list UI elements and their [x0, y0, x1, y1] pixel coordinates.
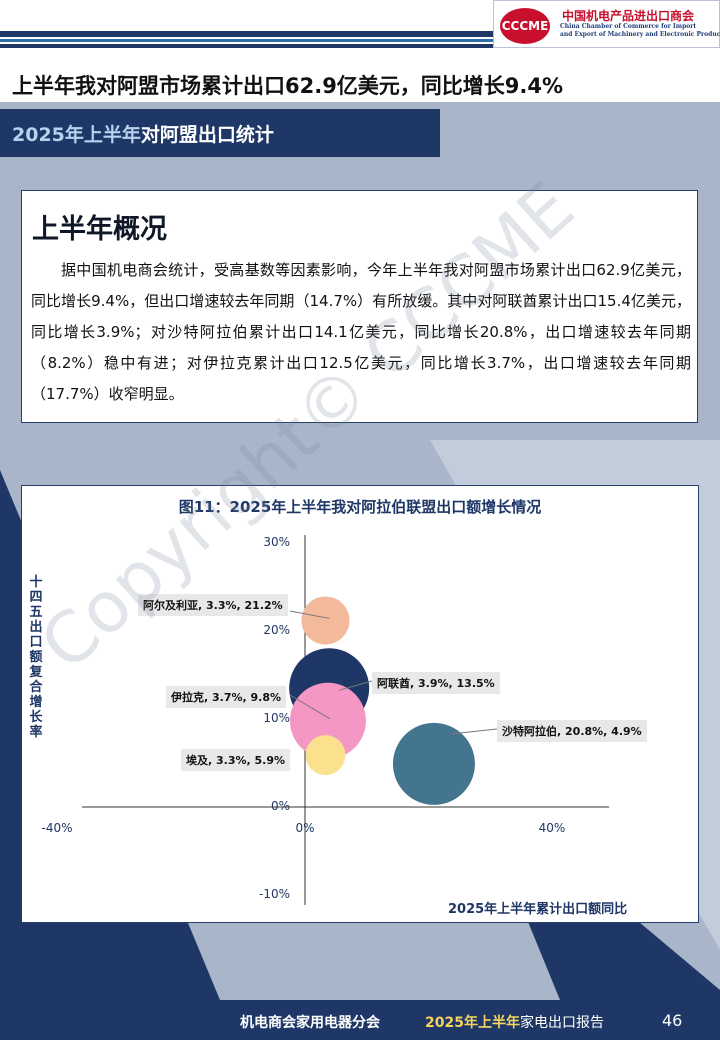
page-headline: 上半年我对阿盟市场累计出口62.9亿美元，同比增长9.4%	[12, 74, 564, 98]
header-stripe	[0, 44, 495, 48]
x-tick-label: 40%	[538, 821, 566, 835]
y-tick-label: 20%	[263, 623, 290, 637]
header-stripe	[0, 31, 495, 37]
chart-y-axis-label: 十四五出口额复合增长率	[29, 575, 43, 740]
y-tick-label: 0%	[270, 799, 290, 813]
page-footer: 机电商会家用电器分会 2025年上半年家电出口报告 46	[0, 1000, 720, 1040]
leader-line	[289, 610, 330, 619]
data-label-uae: 阿联酋, 3.9%, 13.5%	[372, 672, 500, 694]
logo-name-cn: 中国机电产品进出口商会	[562, 9, 695, 23]
y-tick-label: -10%	[258, 887, 290, 901]
data-label-algeria: 阿尔及利亚, 3.3%, 21.2%	[138, 594, 288, 616]
cccme-logo: CCCME 中国机电产品进出口商会 China Chamber of Comme…	[493, 0, 720, 48]
data-label-iraq: 伊拉克, 3.7%, 9.8%	[166, 686, 287, 708]
logo-name-en-line2: and Export of Machinery and Electronic P…	[560, 31, 720, 38]
footer-report-rest: 家电出口报告	[519, 1015, 604, 1031]
bubble-egypt	[305, 735, 346, 776]
logo-name-en-line1: China Chamber of Commerce for Import	[560, 23, 697, 30]
y-tick-label: 30%	[263, 535, 290, 549]
overview-box: 上半年概况 据中国机电商会统计，受高基数等因素影响，今年上半年我对阿盟市场累计出…	[21, 190, 698, 423]
section-banner: 2025年上半年对阿盟出口统计	[0, 109, 440, 157]
bubble-algeria	[301, 596, 350, 645]
footer-report-highlight: 2025年上半年	[425, 1015, 520, 1031]
y-tick-label: 10%	[263, 711, 290, 725]
footer-org: 机电商会家用电器分会	[240, 1015, 380, 1031]
data-label-egypt: 埃及, 3.3%, 5.9%	[181, 749, 291, 771]
leader-line	[289, 694, 331, 720]
leader-line	[339, 680, 373, 691]
banner-highlight: 2025年上半年	[12, 124, 141, 146]
bubble-saudi-arabia	[392, 722, 475, 805]
section-banner-title: 2025年上半年对阿盟出口统计	[12, 120, 274, 147]
overview-body: 据中国机电商会统计，受高基数等因素影响，今年上半年我对阿盟市场累计出口62.9亿…	[31, 261, 691, 403]
chart-title: 图11：2025年上半年我对阿拉伯联盟出口额增长情况	[178, 498, 542, 516]
chart-x-axis-label: 2025年上半年累计出口额同比	[448, 902, 628, 917]
headline-band	[0, 50, 720, 102]
leader-line	[451, 728, 498, 735]
overview-title: 上半年概况	[32, 214, 167, 245]
footer-report-title: 2025年上半年家电出口报告	[425, 1012, 604, 1032]
page-number: 46	[662, 1011, 683, 1030]
data-label-saudi-arabia: 沙特阿拉伯, 20.8%, 4.9%	[497, 720, 647, 742]
header-stripe	[0, 39, 495, 42]
cccme-logo-icon: CCCME	[500, 8, 550, 44]
bubble-iraq	[289, 682, 366, 759]
logo-name-en: China Chamber of Commerce for Import and…	[560, 23, 720, 39]
banner-rest: 对阿盟出口统计	[140, 124, 274, 146]
x-tick-label: -40%	[41, 821, 73, 835]
